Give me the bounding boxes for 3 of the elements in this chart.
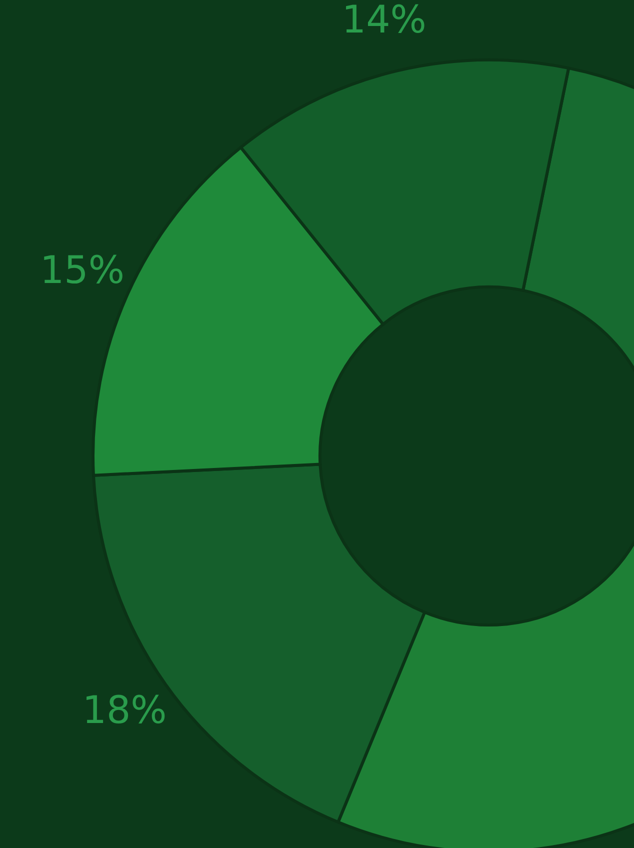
data-label: 15% bbox=[40, 248, 124, 292]
data-label: 14% bbox=[342, 0, 426, 42]
data-label: 18% bbox=[82, 688, 167, 732]
